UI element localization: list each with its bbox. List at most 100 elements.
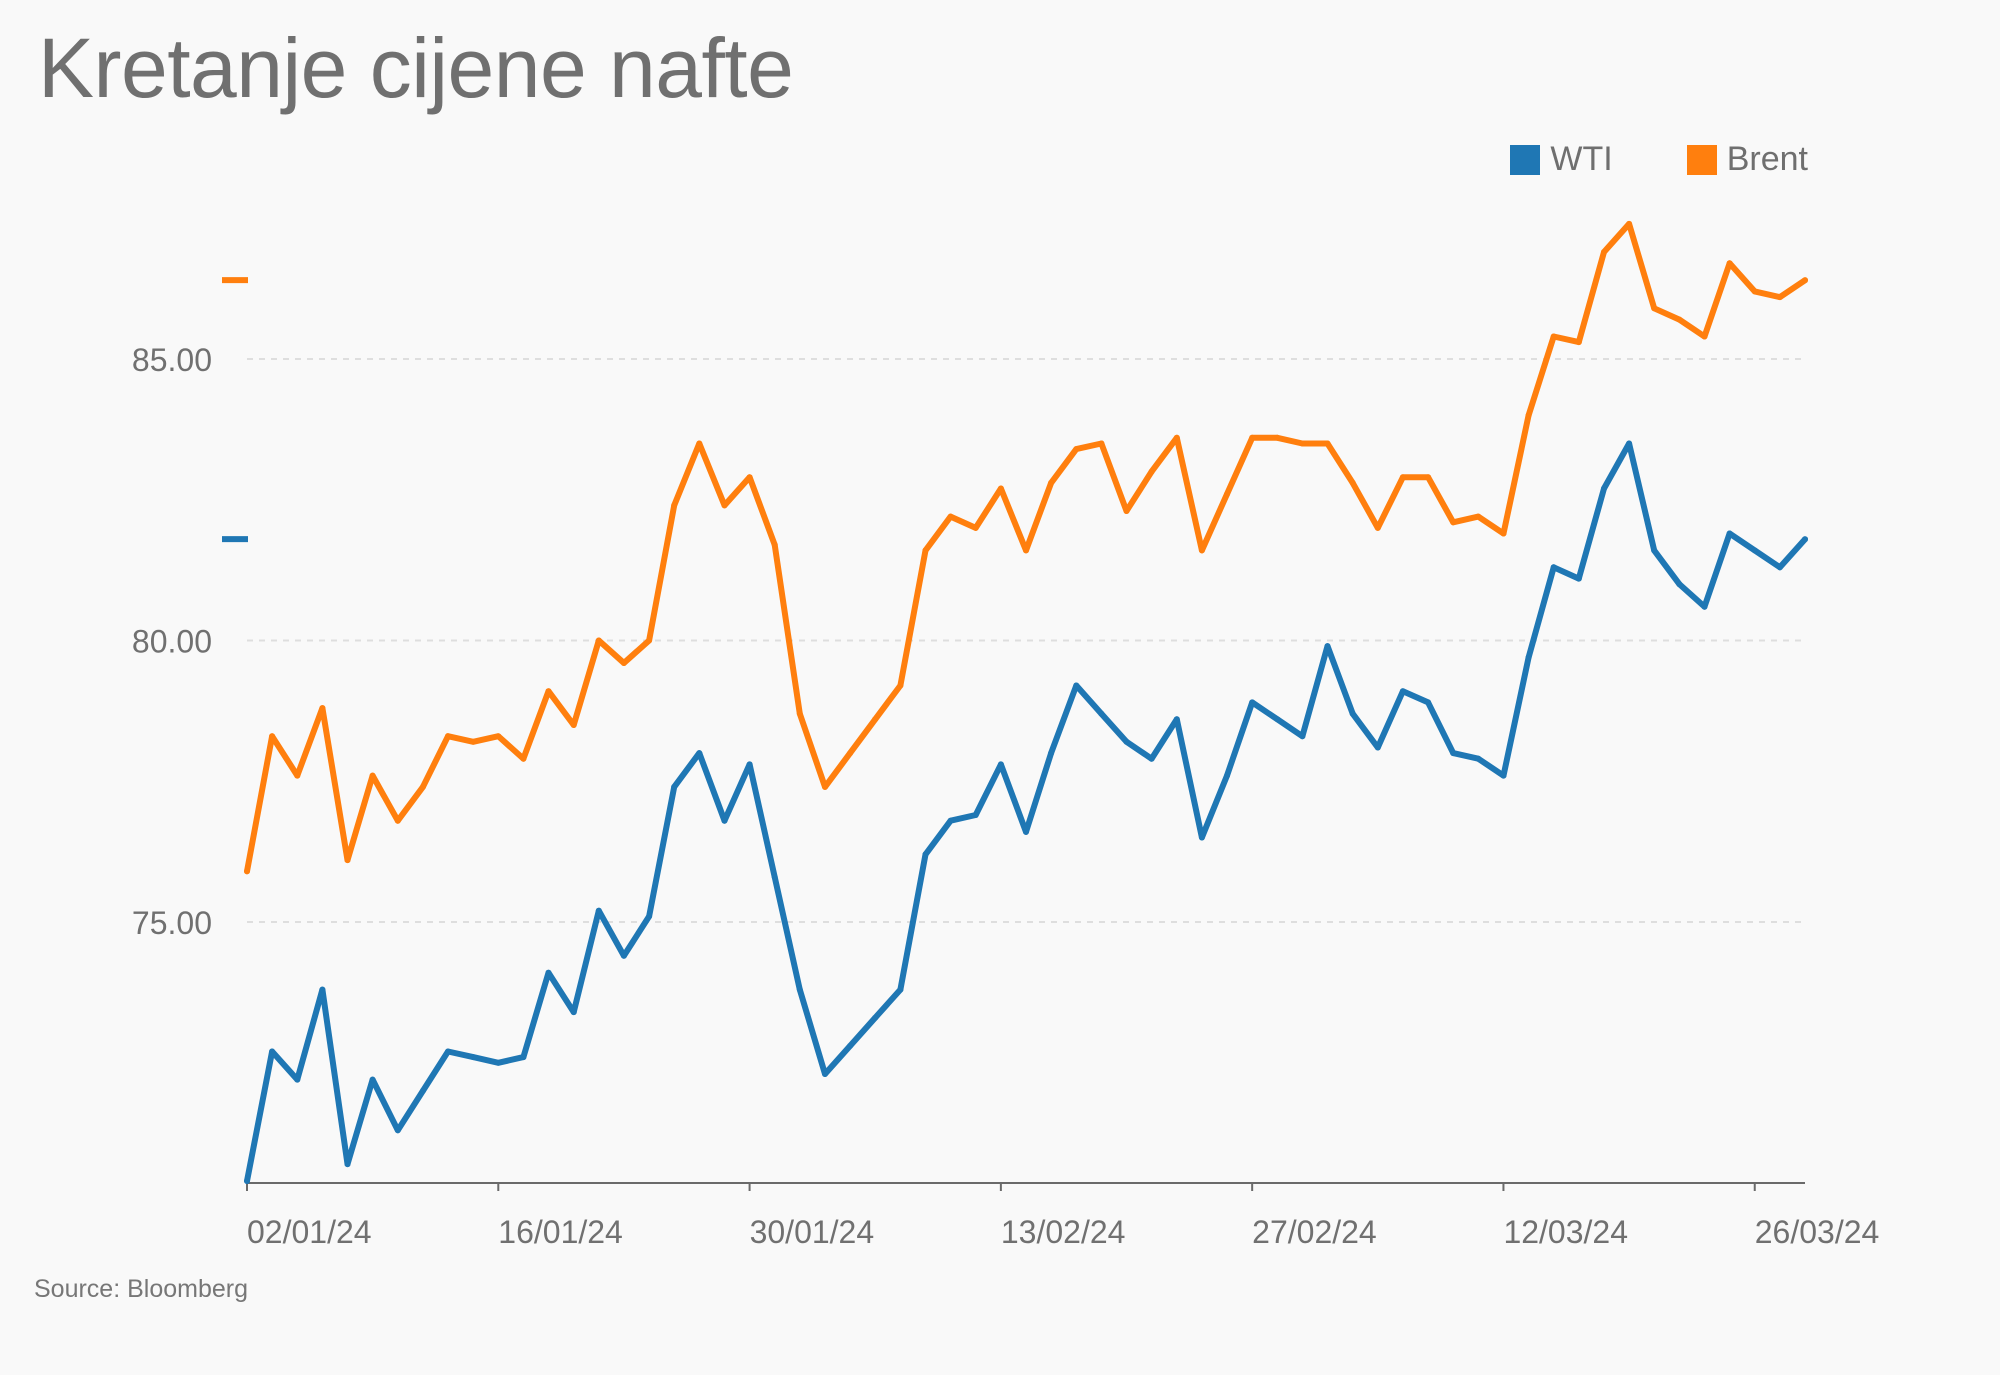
data-point-brent xyxy=(1525,412,1532,419)
data-point-wti xyxy=(872,1014,879,1021)
data-point-brent xyxy=(746,474,753,481)
data-point-brent xyxy=(1224,491,1230,498)
data-point-brent xyxy=(947,513,954,520)
data-point-wti xyxy=(771,874,778,880)
data-point-brent xyxy=(1098,440,1105,447)
grid-lines xyxy=(247,358,1805,923)
data-point-brent xyxy=(1023,547,1029,554)
data-point-wti xyxy=(520,1054,527,1061)
axes xyxy=(246,1182,1805,1191)
series-lines xyxy=(244,220,1808,1184)
legend-item-wti: WTI xyxy=(1510,140,1613,179)
data-point-brent xyxy=(1274,434,1281,441)
data-point-wti xyxy=(1098,710,1105,717)
data-point-wti xyxy=(1148,755,1155,762)
data-point-brent xyxy=(1500,530,1507,537)
y-tick-label: 85.00 xyxy=(132,342,212,378)
data-point-wti xyxy=(1073,682,1080,689)
x-tick-label: 26/03/24 xyxy=(1755,1214,1880,1250)
data-point-brent xyxy=(620,660,627,666)
data-point-wti xyxy=(1274,716,1281,723)
data-point-brent xyxy=(771,541,778,548)
legend: WTI Brent xyxy=(1510,140,1808,179)
legend-label-wti: WTI xyxy=(1550,140,1613,178)
x-tick-label: 27/02/24 xyxy=(1252,1214,1377,1250)
data-point-brent xyxy=(495,733,502,740)
data-point-wti xyxy=(822,1071,828,1077)
data-point-wti xyxy=(495,1059,502,1066)
data-point-wti xyxy=(922,851,929,858)
data-point-wti xyxy=(244,1178,250,1184)
data-point-wti xyxy=(1450,750,1457,757)
data-point-wti xyxy=(394,1127,401,1134)
data-point-wti xyxy=(1626,440,1633,447)
data-point-wti xyxy=(445,1048,451,1055)
data-point-brent xyxy=(847,750,854,757)
data-point-brent xyxy=(1626,220,1633,227)
data-point-wti xyxy=(1500,772,1507,779)
y-tick-label: 75.00 xyxy=(132,905,212,941)
data-point-brent xyxy=(1701,333,1708,340)
data-point-wti xyxy=(1726,530,1733,537)
data-point-brent xyxy=(545,688,552,695)
data-point-brent xyxy=(872,716,879,723)
data-point-brent xyxy=(1475,513,1482,520)
x-tick-label: 02/01/24 xyxy=(247,1214,372,1250)
data-point-brent xyxy=(1726,260,1733,267)
data-point-brent xyxy=(445,733,451,740)
data-point-wti xyxy=(1198,834,1205,841)
data-point-brent xyxy=(570,722,577,728)
data-point-wti xyxy=(746,761,753,768)
data-point-brent xyxy=(319,705,326,712)
data-point-wti xyxy=(1475,755,1482,762)
data-point-wti xyxy=(1701,603,1708,610)
data-point-brent xyxy=(696,440,703,447)
data-point-brent xyxy=(1601,249,1607,255)
data-point-wti xyxy=(470,1054,477,1061)
data-point-brent xyxy=(1073,446,1080,453)
data-point-wti xyxy=(269,1048,276,1055)
data-point-wti xyxy=(1299,733,1306,740)
source-note: Source: Bloomberg xyxy=(34,1275,249,1303)
data-point-brent xyxy=(671,502,678,509)
data-point-wti xyxy=(1751,547,1758,554)
data-point-wti xyxy=(972,812,979,818)
data-point-wti xyxy=(671,783,678,790)
data-point-brent xyxy=(1751,288,1758,295)
data-point-wti xyxy=(419,1087,426,1094)
legend-label-brent: Brent xyxy=(1726,140,1808,178)
data-point-wti xyxy=(1123,738,1130,745)
data-point-wti xyxy=(1399,688,1406,695)
data-point-wti xyxy=(294,1076,301,1083)
tick-labels: 75.00 80.00 85.00 02/01/24 16/01/24 30/01/24 1… xyxy=(132,342,1879,1250)
data-point-brent xyxy=(520,755,527,762)
x-tick-label: 13/02/24 xyxy=(1001,1214,1126,1250)
data-point-brent xyxy=(595,637,602,644)
data-point-brent xyxy=(646,637,653,644)
data-point-wti xyxy=(570,1009,577,1016)
data-point-wti xyxy=(1425,699,1432,706)
data-point-wti xyxy=(1374,744,1381,751)
legend-item-brent: Brent xyxy=(1686,140,1808,179)
data-point-wti xyxy=(545,969,552,976)
data-point-brent xyxy=(344,857,351,864)
series-points-brent xyxy=(244,220,1808,875)
data-point-brent xyxy=(394,817,401,824)
data-point-wti xyxy=(1349,710,1356,717)
data-point-brent xyxy=(470,738,477,745)
data-point-wti xyxy=(1651,547,1658,554)
x-tick-label: 12/03/24 xyxy=(1503,1214,1628,1250)
data-point-wti xyxy=(796,986,803,993)
data-point-wti xyxy=(1525,654,1532,661)
data-point-brent xyxy=(1148,468,1155,475)
data-point-wti xyxy=(947,817,954,824)
legend-swatch-wti xyxy=(1510,144,1541,175)
data-point-brent xyxy=(1123,508,1130,514)
data-point-wti xyxy=(1550,564,1557,571)
data-point-wti xyxy=(344,1161,351,1168)
data-point-brent xyxy=(796,710,803,717)
data-point-wti xyxy=(1224,772,1230,779)
chart-title: Kretanje cijene nafte xyxy=(38,21,794,115)
data-point-wti xyxy=(1023,828,1029,835)
